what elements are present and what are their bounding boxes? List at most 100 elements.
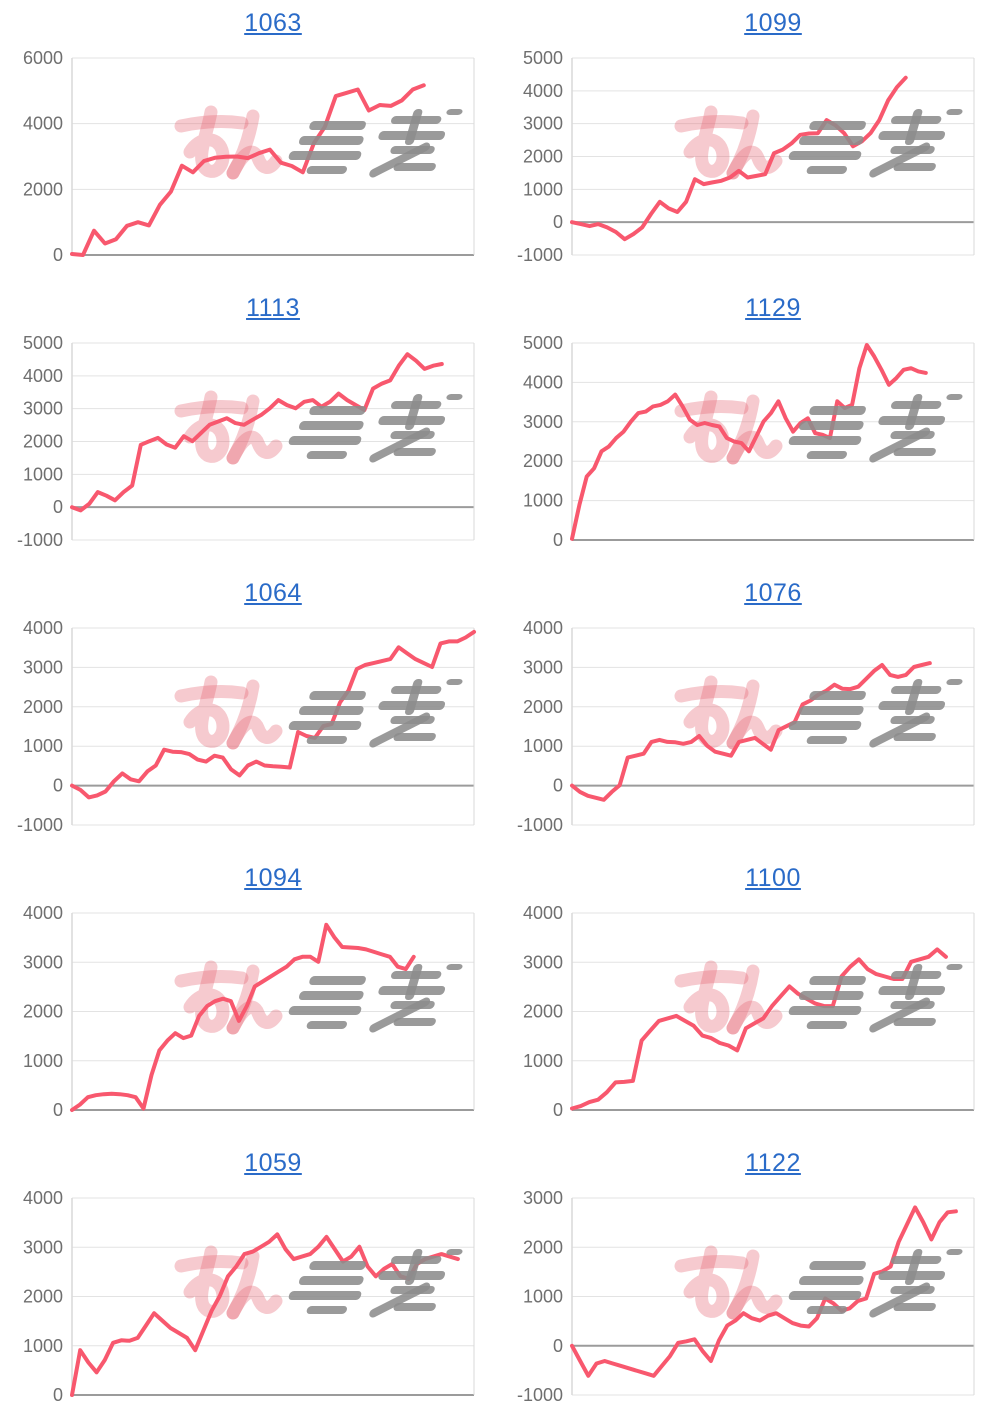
- watermark-pink-kana: [174, 390, 283, 465]
- chart-title-link[interactable]: 1113: [246, 294, 300, 322]
- watermark-gray-bar: [893, 448, 936, 456]
- chart-title-link[interactable]: 1129: [745, 294, 801, 322]
- watermark-gray-bar: [288, 151, 362, 160]
- y-tick-label: 0: [53, 1385, 63, 1405]
- watermark-gray-bar: [809, 976, 866, 985]
- y-tick-label: 2000: [23, 432, 63, 452]
- y-tick-label: 4000: [23, 1188, 63, 1208]
- chart-title-link[interactable]: 1122: [745, 1149, 801, 1177]
- y-tick-label: 2000: [523, 1002, 563, 1022]
- y-tick-label: 4000: [523, 81, 563, 101]
- chart-tile: 1122 -1000 0 1000 2000 3000: [500, 1140, 1000, 1425]
- watermark-gray-glyphs: [788, 394, 963, 463]
- watermark-gray-glyphs: [288, 679, 463, 748]
- y-tick-label: 6000: [23, 48, 63, 68]
- watermark-gray-bar: [393, 1018, 436, 1026]
- watermark-gray-bar: [788, 1006, 862, 1015]
- y-tick-label: 3000: [523, 1188, 563, 1208]
- y-tick-label: 4000: [23, 903, 63, 923]
- watermark-gray-bar: [306, 1021, 347, 1029]
- watermark-gray-glyphs: [288, 964, 463, 1033]
- y-tick-label: -1000: [17, 815, 63, 835]
- watermark-gray-bar: [446, 394, 463, 400]
- watermark-gray-bar: [809, 691, 866, 700]
- data-line: [70, 922, 416, 1112]
- watermark-gray-leg: [869, 142, 931, 178]
- watermark-gray-bar: [393, 1303, 436, 1311]
- watermark-gray-bar: [306, 1306, 347, 1314]
- chart-tile: 1076 -1000 0 1000 2000 3000 4000: [500, 570, 1000, 855]
- line-chart-svg: -1000 0 1000 2000 3000 4000 5000: [517, 48, 975, 265]
- watermark-gray-bar: [309, 1261, 366, 1270]
- data-line: [70, 1232, 460, 1397]
- watermark-gray-leg: [369, 427, 431, 463]
- watermark-gray-bar: [378, 986, 446, 995]
- chart-title-link[interactable]: 1059: [244, 1149, 302, 1177]
- chart-title-link[interactable]: 1063: [244, 9, 302, 37]
- y-tick-label: 2000: [23, 179, 63, 199]
- watermark-gray-glyphs: [288, 1249, 463, 1318]
- watermark-gray-bar: [878, 986, 946, 995]
- watermark-gray-bar: [878, 701, 946, 710]
- line-chart-svg: 0 2000 4000 6000: [23, 48, 475, 265]
- watermark-gray-leg: [869, 1282, 931, 1318]
- watermark-gray-bar: [798, 1276, 864, 1285]
- watermark-gray-leg: [369, 997, 431, 1033]
- watermark-gray-bar: [893, 733, 936, 741]
- watermark-gray-bar: [309, 406, 366, 415]
- watermark-gray-bar: [806, 451, 847, 459]
- watermark-gray-bar: [378, 1271, 446, 1280]
- y-tick-label: 2000: [23, 1287, 63, 1307]
- y-tick-label: 1000: [523, 491, 563, 511]
- watermark-gray-bar: [806, 736, 847, 744]
- watermark-gray-bar: [309, 691, 366, 700]
- watermark-gray-bar: [288, 1291, 362, 1300]
- watermark-pink-kana: [174, 1245, 283, 1320]
- y-tick-label: -1000: [17, 530, 63, 550]
- y-tick-label: 5000: [23, 333, 63, 353]
- watermark-gray-bar: [878, 416, 946, 425]
- y-tick-label: -1000: [517, 815, 563, 835]
- y-tick-label: 2000: [523, 451, 563, 471]
- chart-title-link[interactable]: 1094: [244, 864, 302, 892]
- y-tick-label: 3000: [23, 657, 63, 677]
- watermark-pink-kana: [174, 105, 283, 180]
- watermark-gray-glyphs: [788, 109, 963, 178]
- data-line: [570, 661, 932, 802]
- y-tick-label: 3000: [523, 952, 563, 972]
- watermark-gray-bar: [393, 163, 436, 171]
- chart-title-link[interactable]: 1076: [744, 579, 802, 607]
- y-tick-label: 5000: [523, 48, 563, 68]
- y-tick-label: 4000: [23, 366, 63, 386]
- chart-title-link[interactable]: 1064: [244, 579, 302, 607]
- y-tick-label: 1000: [23, 464, 63, 484]
- chart-title-link[interactable]: 1099: [744, 9, 802, 37]
- watermark-gray-bar: [878, 1271, 946, 1280]
- y-tick-label: 1000: [523, 1051, 563, 1071]
- data-line: [570, 947, 948, 1111]
- chart-tile: 1113 -1000 0 1000 2000 3000 4000 5000: [0, 285, 500, 570]
- watermark-gray-bar: [878, 131, 946, 140]
- y-tick-label: 4000: [523, 903, 563, 923]
- y-tick-label: 0: [553, 1100, 563, 1120]
- watermark-gray-bar: [946, 1249, 963, 1255]
- y-tick-label: 4000: [523, 618, 563, 638]
- chart-title-link[interactable]: 1100: [745, 864, 801, 892]
- watermark-gray-bar: [306, 736, 347, 744]
- watermark-gray-bar: [309, 121, 366, 130]
- data-line: [70, 629, 476, 800]
- watermark-gray-bar: [393, 448, 436, 456]
- watermark-gray-bar: [378, 131, 446, 140]
- watermark-gray-bar: [809, 1261, 866, 1270]
- line-chart-svg: -1000 0 1000 2000 3000 4000: [517, 618, 975, 835]
- watermark-gray-leg: [869, 712, 931, 748]
- watermark-gray-leg: [369, 1282, 431, 1318]
- watermark-gray-bar: [798, 421, 864, 430]
- y-tick-label: 4000: [523, 372, 563, 392]
- y-tick-label: 1000: [23, 1336, 63, 1356]
- watermark-gray-bar: [798, 991, 864, 1000]
- line-chart-svg: -1000 0 1000 2000 3000 4000: [17, 618, 476, 835]
- watermark-pink-kana: [674, 675, 783, 750]
- y-tick-label: 2000: [523, 147, 563, 167]
